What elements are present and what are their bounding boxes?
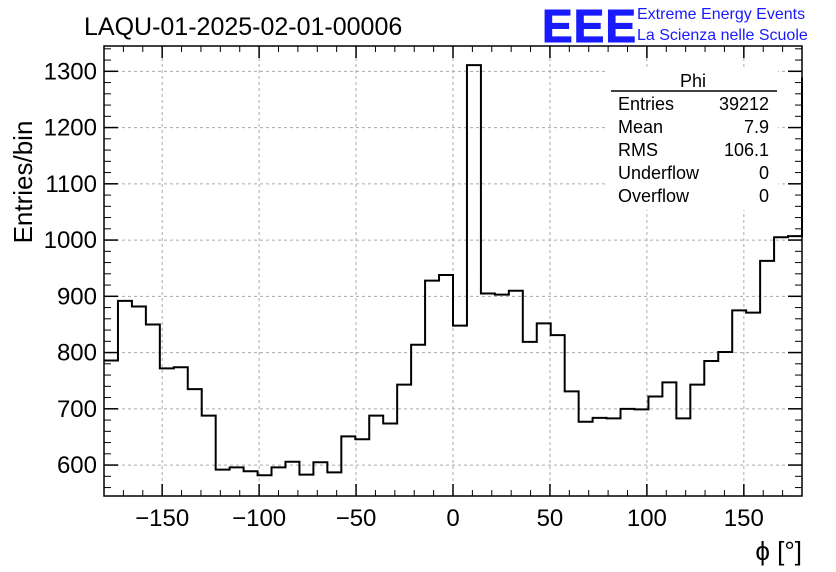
stats-value-underflow: 0 [759, 163, 769, 183]
logo-line-2: La Scienza nelle Scuole [637, 27, 808, 44]
stats-value-rms: 106.1 [724, 140, 769, 160]
y-tick-label: 800 [57, 340, 97, 367]
stats-value-mean: 7.9 [744, 117, 769, 137]
stats-label-overflow: Overflow [618, 186, 690, 206]
x-tick-label: 50 [537, 505, 564, 532]
stats-label-underflow: Underflow [618, 163, 700, 183]
x-tick-label: −50 [336, 505, 377, 532]
y-tick-label: 1300 [44, 58, 97, 85]
y-axis-label: Entries/bin [8, 121, 38, 244]
stats-value-entries: 39212 [719, 94, 769, 114]
x-axis-label: ϕ [°] [755, 536, 802, 566]
x-tick-label: 150 [724, 505, 764, 532]
x-tick-label: 0 [446, 505, 459, 532]
histogram-outline [104, 64, 803, 477]
stats-label-rms: RMS [618, 140, 658, 160]
stats-title: Phi [680, 71, 706, 91]
axis-ticks: −150 −100 −50 0 50 100 150 600 700 800 900 1000 1100… [44, 46, 802, 532]
eee-logo: EEE [542, 0, 637, 52]
x-tick-label: −150 [135, 505, 189, 532]
logo-line-1: Extreme Energy Events [637, 6, 805, 23]
stats-label-entries: Entries [618, 94, 674, 114]
stats-box-background [608, 70, 778, 210]
y-tick-label: 600 [57, 452, 97, 479]
y-tick-label: 1200 [44, 115, 97, 142]
stats-label-mean: Mean [618, 117, 663, 137]
y-tick-label: 1000 [44, 227, 97, 254]
y-tick-label: 900 [57, 283, 97, 310]
stats-value-overflow: 0 [759, 186, 769, 206]
y-tick-label: 700 [57, 396, 97, 423]
stats-box: Phi Entries 39212 Mean 7.9 RMS 106.1 Und… [608, 70, 778, 210]
x-tick-label: −100 [232, 505, 286, 532]
chart-title: LAQU-01-2025-02-01-00006 [84, 13, 402, 41]
x-tick-label: 100 [627, 505, 667, 532]
y-tick-label: 1100 [45, 171, 97, 198]
